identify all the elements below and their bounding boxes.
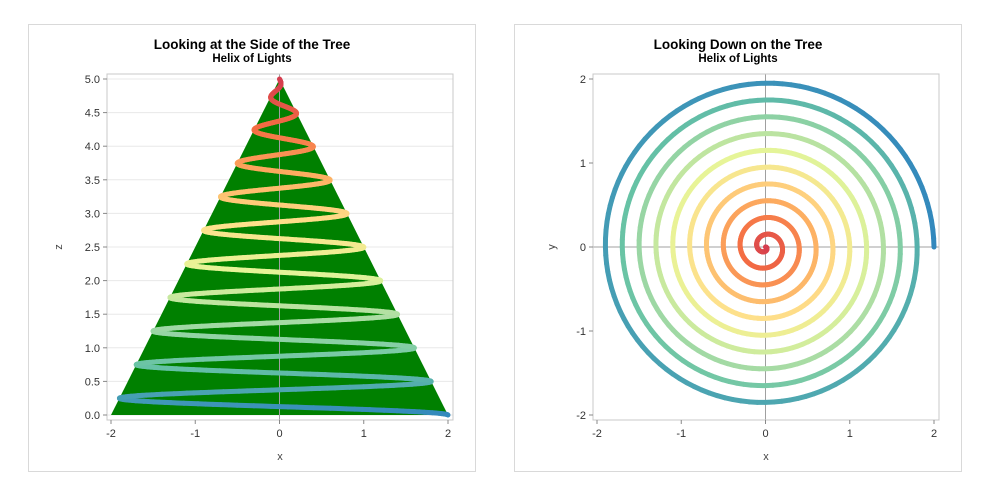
top-view-plot: -2 -1 0 1 2 -2 -1 0 1 2 x y bbox=[546, 73, 940, 463]
y-tick-label: 5.0 bbox=[85, 74, 100, 86]
x-tick-label: -1 bbox=[676, 428, 686, 440]
y-tick-label: 1 bbox=[580, 158, 586, 170]
x-tick-label: 2 bbox=[445, 428, 451, 440]
y-tick-label: -2 bbox=[576, 410, 586, 422]
y-tick-label: 1.0 bbox=[85, 343, 100, 355]
chart-title: Looking at the Side of the Tree bbox=[153, 37, 351, 52]
x-tick-label: -2 bbox=[592, 428, 602, 440]
x-tick-label: 0 bbox=[276, 428, 282, 440]
y-axis-label: y bbox=[546, 244, 558, 250]
y-tick-label: 0.0 bbox=[85, 410, 100, 422]
x-tick-label: 2 bbox=[931, 428, 937, 440]
chart-title: Looking Down on the Tree bbox=[653, 37, 823, 52]
y-tick-label: -1 bbox=[576, 326, 586, 338]
chart-subtitle: Helix of Lights bbox=[212, 53, 292, 65]
y-tick-label: 0.5 bbox=[85, 376, 100, 388]
x-tick-label: 1 bbox=[361, 428, 367, 440]
x-tick-label: -2 bbox=[106, 428, 116, 440]
side-view-plot: -2 -1 0 1 2 0.0 0.5 1.0 1.5 2.0 2.5 3.0 3.5 4.0 4.5 5.0… bbox=[53, 73, 454, 463]
y-tick-label: 4.5 bbox=[85, 108, 100, 120]
y-tick-label: 3.5 bbox=[85, 175, 100, 187]
x-tick-label: 0 bbox=[762, 428, 768, 440]
y-axis-label: z bbox=[53, 244, 65, 250]
x-tick-label: -1 bbox=[190, 428, 200, 440]
y-tick-label: 2.5 bbox=[85, 242, 100, 254]
y-tick-label: 3.0 bbox=[85, 208, 100, 220]
x-axis-label: x bbox=[763, 451, 769, 463]
side-view-chart: Looking at the Side of the Tree Helix of… bbox=[28, 24, 476, 472]
chart-subtitle: Helix of Lights bbox=[698, 53, 778, 65]
y-tick-label: 2.0 bbox=[85, 276, 100, 288]
x-tick-label: 1 bbox=[847, 428, 853, 440]
y-tick-label: 2 bbox=[580, 74, 586, 86]
x-axis-label: x bbox=[277, 451, 283, 463]
top-view-chart: Looking Down on the Tree Helix of Lights… bbox=[514, 24, 962, 472]
y-tick-label: 0 bbox=[580, 242, 586, 254]
y-tick-label: 1.5 bbox=[85, 309, 100, 321]
y-tick-label: 4.0 bbox=[85, 141, 100, 153]
